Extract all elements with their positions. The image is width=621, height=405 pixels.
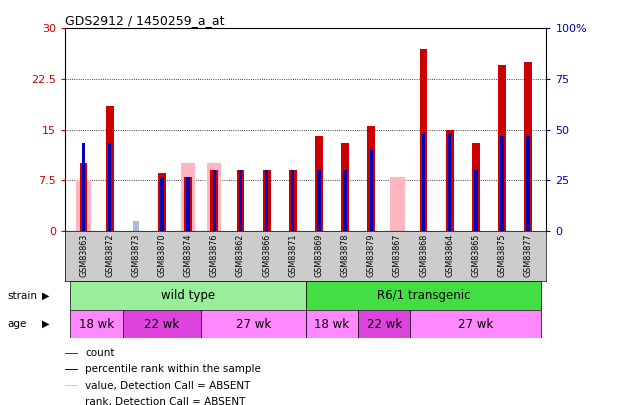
Bar	[186, 177, 190, 231]
Text: age: age	[7, 319, 27, 329]
Text: GSM83863: GSM83863	[79, 233, 88, 277]
Bar	[410, 310, 542, 338]
Text: wild type: wild type	[161, 289, 215, 302]
Bar	[306, 281, 542, 310]
Bar	[237, 170, 245, 231]
Bar	[82, 143, 85, 231]
Bar	[207, 163, 222, 231]
Bar	[341, 143, 349, 231]
Text: GSM83875: GSM83875	[497, 233, 507, 277]
Text: 22 wk: 22 wk	[144, 318, 179, 330]
Text: R6/1 transgenic: R6/1 transgenic	[377, 289, 470, 302]
Text: rank, Detection Call = ABSENT: rank, Detection Call = ABSENT	[85, 397, 245, 405]
Text: GDS2912 / 1450259_a_at: GDS2912 / 1450259_a_at	[65, 14, 225, 27]
Bar	[238, 170, 242, 231]
Text: GSM83879: GSM83879	[367, 233, 376, 277]
Bar	[65, 402, 78, 403]
Bar	[527, 136, 530, 231]
Bar	[474, 170, 478, 231]
Bar	[263, 170, 271, 231]
Bar	[358, 310, 410, 338]
Bar	[524, 62, 532, 231]
Bar	[343, 170, 347, 231]
Bar	[315, 136, 323, 231]
Text: 22 wk: 22 wk	[366, 318, 402, 330]
Text: ▶: ▶	[42, 319, 50, 329]
Bar	[132, 221, 139, 231]
Text: GSM83866: GSM83866	[262, 233, 271, 277]
Bar	[76, 180, 91, 231]
Text: 18 wk: 18 wk	[79, 318, 114, 330]
Bar	[106, 106, 114, 231]
Text: GSM83877: GSM83877	[524, 233, 533, 277]
Text: count: count	[85, 348, 115, 358]
Bar	[184, 177, 192, 231]
Bar	[317, 170, 320, 231]
Text: GSM83873: GSM83873	[131, 233, 140, 277]
Bar	[181, 163, 196, 231]
Bar	[306, 310, 358, 338]
Bar	[70, 310, 123, 338]
Text: GSM83870: GSM83870	[158, 233, 166, 277]
Bar	[201, 310, 306, 338]
Text: 27 wk: 27 wk	[236, 318, 271, 330]
Bar	[472, 143, 480, 231]
Bar	[79, 163, 88, 231]
Text: value, Detection Call = ABSENT: value, Detection Call = ABSENT	[85, 381, 250, 391]
Bar	[123, 310, 201, 338]
Text: GSM83862: GSM83862	[236, 233, 245, 277]
Text: GSM83865: GSM83865	[471, 233, 481, 277]
Text: percentile rank within the sample: percentile rank within the sample	[85, 364, 261, 374]
Bar	[65, 369, 78, 370]
Text: GSM83864: GSM83864	[445, 233, 454, 277]
Bar	[265, 170, 268, 231]
Text: GSM83869: GSM83869	[314, 233, 324, 277]
Bar	[367, 126, 375, 231]
Bar	[65, 353, 78, 354]
Bar	[65, 385, 78, 386]
Bar	[158, 173, 166, 231]
Bar	[446, 130, 453, 231]
Bar	[108, 143, 111, 231]
Bar	[422, 133, 425, 231]
Text: ▶: ▶	[42, 291, 50, 301]
Text: 18 wk: 18 wk	[314, 318, 350, 330]
Bar	[501, 136, 504, 231]
Bar	[212, 170, 216, 231]
Text: GSM83878: GSM83878	[340, 233, 350, 277]
Text: GSM83872: GSM83872	[105, 233, 114, 277]
Text: GSM83868: GSM83868	[419, 233, 428, 277]
Text: GSM83876: GSM83876	[210, 233, 219, 277]
Bar	[289, 170, 297, 231]
Bar	[420, 49, 427, 231]
Bar	[211, 170, 218, 231]
Text: GSM83867: GSM83867	[393, 233, 402, 277]
Text: strain: strain	[7, 291, 37, 301]
Bar	[448, 133, 451, 231]
Bar	[291, 170, 294, 231]
Text: GSM83874: GSM83874	[184, 233, 193, 277]
Text: 27 wk: 27 wk	[458, 318, 494, 330]
Bar	[390, 177, 405, 231]
Bar	[498, 66, 506, 231]
Bar	[160, 177, 164, 231]
Text: GSM83871: GSM83871	[288, 233, 297, 277]
Bar	[70, 281, 306, 310]
Bar	[369, 150, 373, 231]
